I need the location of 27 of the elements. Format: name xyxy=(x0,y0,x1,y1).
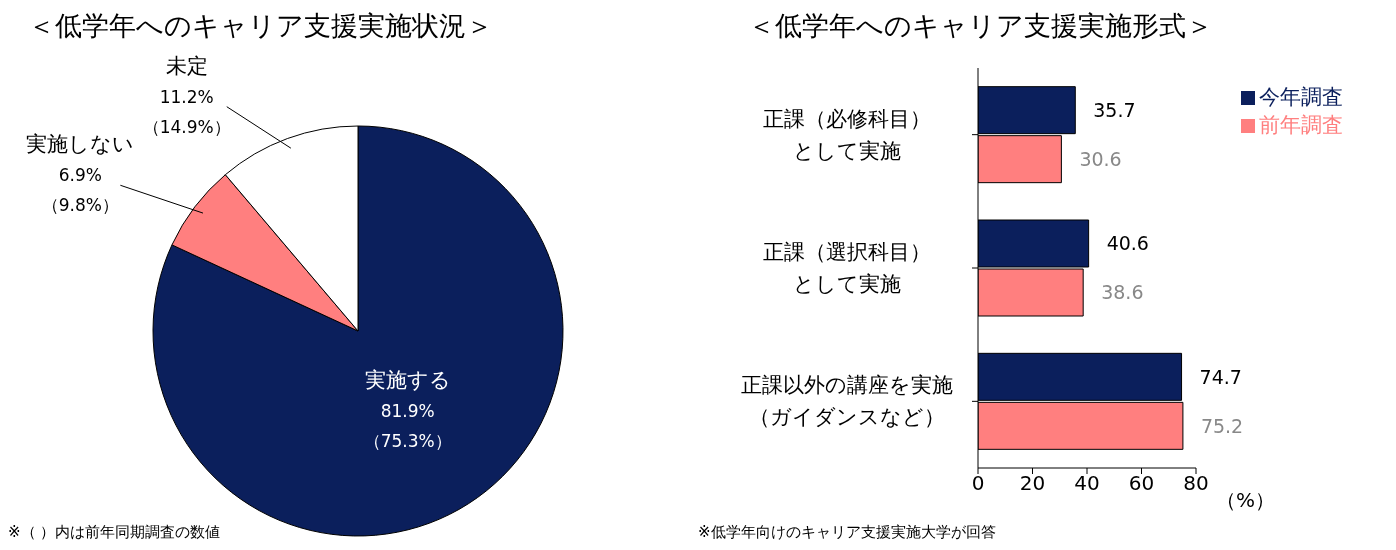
data-label: 40.6 xyxy=(1106,232,1149,255)
x-tick-label: 60 xyxy=(1128,471,1155,496)
text: ※低学年向けのキャリア支援実施大学が回答 xyxy=(698,523,996,542)
y-tick-label: 正課（選択科目）として実施 xyxy=(762,239,932,298)
x-tick-label: 80 xyxy=(1183,471,1209,496)
y-tick-label: 正課以外の講座を実施（ガイダンスなど） xyxy=(740,372,954,432)
legend-label: 前年調査 xyxy=(1259,113,1343,137)
x-axis-title: （%） xyxy=(1216,488,1276,513)
chart-title: ＜低学年へのキャリア支援実施状況＞ xyxy=(28,9,493,43)
legend-label: 今年調査 xyxy=(1259,85,1343,109)
text: ※（ ）内は前年同期調査の数値 xyxy=(8,523,221,542)
data-label: 6.9% （9.8%） xyxy=(41,165,119,216)
slice-label: 未定 xyxy=(165,53,208,78)
y-tick-label: 正課（必修科目）として実施 xyxy=(762,105,932,165)
data-label: 81.9% （75.3%） xyxy=(363,400,452,451)
x-tick-label: 0 xyxy=(971,471,985,496)
x-tick-label: 20 xyxy=(1019,471,1046,496)
slice-label: 実施しない xyxy=(26,132,135,157)
chart-title: ＜低学年へのキャリア支援実施形式＞ xyxy=(748,9,1213,43)
x-tick-label: 40 xyxy=(1074,471,1100,496)
data-label: 38.6 xyxy=(1101,281,1144,304)
data-label: 35.7 xyxy=(1093,98,1136,121)
data-label: 74.7 xyxy=(1199,365,1242,388)
data-label: 75.2 xyxy=(1200,414,1244,437)
data-label: 11.2% （14.9%） xyxy=(142,86,231,137)
slice-label: 実施する xyxy=(364,367,451,392)
data-label: 30.6 xyxy=(1079,147,1122,170)
